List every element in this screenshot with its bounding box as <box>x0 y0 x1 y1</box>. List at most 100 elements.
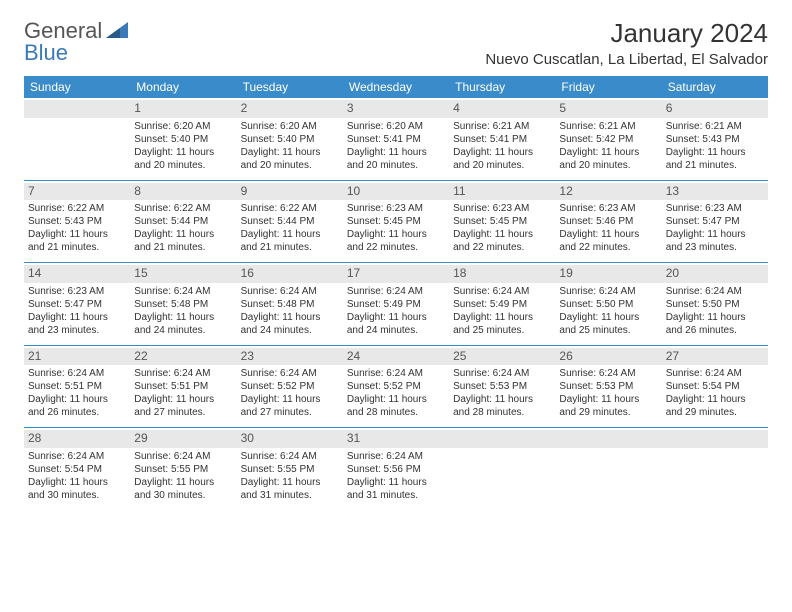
sunset-text: Sunset: 5:48 PM <box>134 298 232 311</box>
logo-triangle-icon <box>106 18 128 44</box>
day-cell: 28Sunrise: 6:24 AMSunset: 5:54 PMDayligh… <box>24 428 130 510</box>
daylight-text: Daylight: 11 hours and 28 minutes. <box>453 393 551 419</box>
day-number-empty <box>555 430 661 448</box>
week-row: 7Sunrise: 6:22 AMSunset: 5:43 PMDaylight… <box>24 180 768 263</box>
daylight-text: Daylight: 11 hours and 22 minutes. <box>347 228 445 254</box>
day-number: 14 <box>24 265 130 283</box>
sunrise-text: Sunrise: 6:24 AM <box>559 367 657 380</box>
sunset-text: Sunset: 5:51 PM <box>134 380 232 393</box>
day-cell: 7Sunrise: 6:22 AMSunset: 5:43 PMDaylight… <box>24 180 130 263</box>
day-number: 13 <box>662 183 768 201</box>
daylight-text: Daylight: 11 hours and 21 minutes. <box>241 228 339 254</box>
sunrise-text: Sunrise: 6:24 AM <box>28 450 126 463</box>
sunset-text: Sunset: 5:41 PM <box>453 133 551 146</box>
sunset-text: Sunset: 5:50 PM <box>666 298 764 311</box>
daylight-text: Daylight: 11 hours and 20 minutes. <box>134 146 232 172</box>
day-number: 29 <box>130 430 236 448</box>
day-number: 28 <box>24 430 130 448</box>
day-number: 25 <box>449 348 555 366</box>
day-number: 3 <box>343 100 449 118</box>
day-cell: 29Sunrise: 6:24 AMSunset: 5:55 PMDayligh… <box>130 428 236 510</box>
sunset-text: Sunset: 5:47 PM <box>28 298 126 311</box>
sunset-text: Sunset: 5:51 PM <box>28 380 126 393</box>
day-cell: 8Sunrise: 6:22 AMSunset: 5:44 PMDaylight… <box>130 180 236 263</box>
daylight-text: Daylight: 11 hours and 22 minutes. <box>559 228 657 254</box>
day-cell: 5Sunrise: 6:21 AMSunset: 5:42 PMDaylight… <box>555 98 661 180</box>
daylight-text: Daylight: 11 hours and 28 minutes. <box>347 393 445 419</box>
day-cell: 26Sunrise: 6:24 AMSunset: 5:53 PMDayligh… <box>555 345 661 428</box>
daylight-text: Daylight: 11 hours and 24 minutes. <box>347 311 445 337</box>
sunset-text: Sunset: 5:47 PM <box>666 215 764 228</box>
day-number: 6 <box>662 100 768 118</box>
sunrise-text: Sunrise: 6:23 AM <box>28 285 126 298</box>
sunset-text: Sunset: 5:54 PM <box>666 380 764 393</box>
daylight-text: Daylight: 11 hours and 24 minutes. <box>134 311 232 337</box>
day-cell: 23Sunrise: 6:24 AMSunset: 5:52 PMDayligh… <box>237 345 343 428</box>
day-number: 16 <box>237 265 343 283</box>
sunset-text: Sunset: 5:45 PM <box>453 215 551 228</box>
day-cell: 6Sunrise: 6:21 AMSunset: 5:43 PMDaylight… <box>662 98 768 180</box>
day-number: 27 <box>662 348 768 366</box>
logo-text-blue: Blue <box>24 40 68 66</box>
sunrise-text: Sunrise: 6:23 AM <box>347 202 445 215</box>
calendar-table: Sunday Monday Tuesday Wednesday Thursday… <box>24 76 768 510</box>
day-number: 10 <box>343 183 449 201</box>
day-number: 18 <box>449 265 555 283</box>
sunset-text: Sunset: 5:56 PM <box>347 463 445 476</box>
daylight-text: Daylight: 11 hours and 30 minutes. <box>134 476 232 502</box>
sunset-text: Sunset: 5:53 PM <box>559 380 657 393</box>
day-number: 7 <box>24 183 130 201</box>
day-cell <box>24 98 130 180</box>
sunset-text: Sunset: 5:46 PM <box>559 215 657 228</box>
day-number: 26 <box>555 348 661 366</box>
sunrise-text: Sunrise: 6:24 AM <box>134 367 232 380</box>
sunset-text: Sunset: 5:40 PM <box>241 133 339 146</box>
title-block: January 2024 Nuevo Cuscatlan, La Liberta… <box>485 18 768 68</box>
day-cell <box>662 428 768 510</box>
sunrise-text: Sunrise: 6:24 AM <box>241 450 339 463</box>
day-number: 20 <box>662 265 768 283</box>
sunset-text: Sunset: 5:44 PM <box>134 215 232 228</box>
day-cell <box>449 428 555 510</box>
sunrise-text: Sunrise: 6:24 AM <box>134 450 232 463</box>
day-cell: 27Sunrise: 6:24 AMSunset: 5:54 PMDayligh… <box>662 345 768 428</box>
sunset-text: Sunset: 5:40 PM <box>134 133 232 146</box>
day-number: 1 <box>130 100 236 118</box>
day-cell: 13Sunrise: 6:23 AMSunset: 5:47 PMDayligh… <box>662 180 768 263</box>
daylight-text: Daylight: 11 hours and 21 minutes. <box>28 228 126 254</box>
day-cell: 19Sunrise: 6:24 AMSunset: 5:50 PMDayligh… <box>555 263 661 346</box>
sunrise-text: Sunrise: 6:24 AM <box>559 285 657 298</box>
daylight-text: Daylight: 11 hours and 21 minutes. <box>666 146 764 172</box>
sunrise-text: Sunrise: 6:20 AM <box>134 120 232 133</box>
sunrise-text: Sunrise: 6:20 AM <box>241 120 339 133</box>
weekday-header: Tuesday <box>237 76 343 98</box>
daylight-text: Daylight: 11 hours and 26 minutes. <box>666 311 764 337</box>
sunrise-text: Sunrise: 6:22 AM <box>28 202 126 215</box>
day-cell: 25Sunrise: 6:24 AMSunset: 5:53 PMDayligh… <box>449 345 555 428</box>
day-cell: 10Sunrise: 6:23 AMSunset: 5:45 PMDayligh… <box>343 180 449 263</box>
day-number: 9 <box>237 183 343 201</box>
weekday-header: Thursday <box>449 76 555 98</box>
day-number: 17 <box>343 265 449 283</box>
daylight-text: Daylight: 11 hours and 23 minutes. <box>666 228 764 254</box>
sunrise-text: Sunrise: 6:22 AM <box>241 202 339 215</box>
daylight-text: Daylight: 11 hours and 21 minutes. <box>134 228 232 254</box>
day-cell: 4Sunrise: 6:21 AMSunset: 5:41 PMDaylight… <box>449 98 555 180</box>
daylight-text: Daylight: 11 hours and 27 minutes. <box>241 393 339 419</box>
day-number: 22 <box>130 348 236 366</box>
sunset-text: Sunset: 5:49 PM <box>347 298 445 311</box>
weekday-header-row: Sunday Monday Tuesday Wednesday Thursday… <box>24 76 768 98</box>
sunrise-text: Sunrise: 6:24 AM <box>134 285 232 298</box>
day-cell: 30Sunrise: 6:24 AMSunset: 5:55 PMDayligh… <box>237 428 343 510</box>
day-number: 19 <box>555 265 661 283</box>
day-number: 30 <box>237 430 343 448</box>
day-cell: 24Sunrise: 6:24 AMSunset: 5:52 PMDayligh… <box>343 345 449 428</box>
daylight-text: Daylight: 11 hours and 31 minutes. <box>241 476 339 502</box>
weekday-header: Saturday <box>662 76 768 98</box>
day-cell: 14Sunrise: 6:23 AMSunset: 5:47 PMDayligh… <box>24 263 130 346</box>
sunset-text: Sunset: 5:44 PM <box>241 215 339 228</box>
sunrise-text: Sunrise: 6:24 AM <box>28 367 126 380</box>
day-cell: 20Sunrise: 6:24 AMSunset: 5:50 PMDayligh… <box>662 263 768 346</box>
daylight-text: Daylight: 11 hours and 30 minutes. <box>28 476 126 502</box>
week-row: 28Sunrise: 6:24 AMSunset: 5:54 PMDayligh… <box>24 428 768 510</box>
